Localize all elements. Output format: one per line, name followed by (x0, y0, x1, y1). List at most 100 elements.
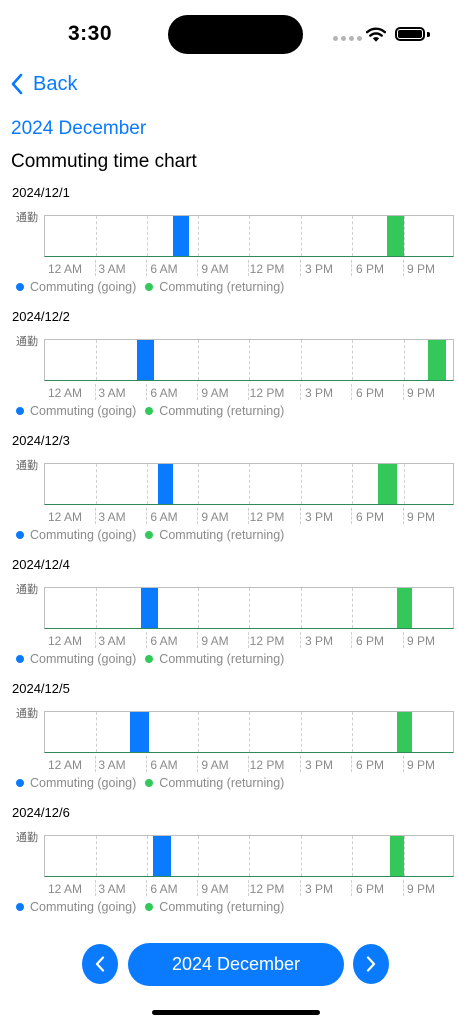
x-tick-label: 9 PM (406, 510, 436, 524)
chart-legend: Commuting (going) Commuting (returning) (16, 900, 293, 914)
legend-label: Commuting (returning) (159, 900, 285, 914)
gridline (404, 340, 405, 380)
tick-gridline (300, 384, 301, 400)
x-tick-label: 6 PM (355, 510, 385, 524)
x-axis: 12 AM 3 AM 6 AM 9 AM 12 PM 3 PM 6 PM 9 PM (44, 260, 454, 276)
legend-item-returning: Commuting (returning) (145, 280, 284, 294)
bar-returning (396, 588, 413, 628)
tick-gridline (248, 384, 249, 400)
x-tick-label: 9 PM (406, 882, 436, 896)
tick-gridline (197, 880, 198, 896)
home-indicator (152, 1010, 320, 1015)
tick-gridline (95, 880, 96, 896)
tick-gridline (95, 508, 96, 524)
chart-plot-area (44, 587, 454, 629)
x-tick-label: 9 PM (406, 262, 436, 276)
day-date-label: 2024/12/6 (12, 805, 70, 820)
legend-dot-icon (145, 779, 154, 787)
gridline (96, 712, 97, 752)
day-chart: 2024/12/2 通勤 12 AM 3 AM 6 AM 9 AM 12 PM 3 PM 6 P… (0, 300, 471, 424)
legend-label: Commuting (going) (30, 528, 137, 542)
status-bar: 3:30 (0, 0, 471, 70)
x-axis: 12 AM 3 AM 6 AM 9 AM 12 PM 3 PM 6 PM 9 PM (44, 756, 454, 772)
gridline (198, 340, 199, 380)
legend-item-returning: Commuting (returning) (145, 900, 284, 914)
tick-gridline (197, 260, 198, 276)
gridline (352, 836, 353, 876)
legend-dot-icon (145, 283, 154, 291)
y-axis-label: 通勤 (16, 708, 38, 720)
gridline (404, 216, 405, 256)
chevron-right-icon (366, 956, 376, 972)
tick-gridline (146, 632, 147, 648)
chart-plot-area (44, 463, 454, 505)
x-tick-label: 9 AM (201, 882, 229, 896)
back-button[interactable]: Back (10, 68, 77, 100)
gridline (249, 216, 250, 256)
x-tick-label: 12 AM (47, 758, 83, 772)
tick-gridline (351, 632, 352, 648)
tick-gridline (146, 384, 147, 400)
legend-label: Commuting (going) (30, 280, 137, 294)
tick-gridline (403, 756, 404, 772)
gridline (249, 588, 250, 628)
x-tick-label: 6 AM (150, 386, 178, 400)
day-chart: 2024/12/1 通勤 12 AM 3 AM 6 AM 9 AM 12 PM 3 PM 6 P… (0, 176, 471, 300)
tick-gridline (300, 260, 301, 276)
legend-item-going: Commuting (going) (16, 528, 136, 542)
gridline (249, 712, 250, 752)
gridline (96, 340, 97, 380)
gridline (352, 464, 353, 504)
legend-dot-icon (16, 903, 24, 911)
x-tick-label: 6 AM (150, 634, 178, 648)
x-tick-label: 9 AM (201, 758, 229, 772)
x-tick-label: 3 PM (304, 262, 334, 276)
legend-label: Commuting (returning) (159, 404, 285, 418)
tick-gridline (300, 508, 301, 524)
gridline (249, 836, 250, 876)
x-tick-label: 12 PM (249, 758, 285, 772)
gridline (249, 464, 250, 504)
chart-plot-area (44, 835, 454, 877)
previous-month-button[interactable] (82, 944, 118, 984)
legend-item-going: Commuting (going) (16, 404, 136, 418)
tick-gridline (248, 632, 249, 648)
x-tick-label: 12 PM (249, 634, 285, 648)
tick-gridline (146, 756, 147, 772)
tick-gridline (351, 384, 352, 400)
gridline (147, 216, 148, 256)
gridline (301, 464, 302, 504)
bar-going (157, 464, 174, 504)
tick-gridline (403, 508, 404, 524)
x-axis: 12 AM 3 AM 6 AM 9 AM 12 PM 3 PM 6 PM 9 PM (44, 508, 454, 524)
chart-plot-area (44, 215, 454, 257)
day-date-label: 2024/12/5 (12, 681, 70, 696)
cellular-signal-icon (333, 36, 362, 41)
chart-legend: Commuting (going) Commuting (returning) (16, 776, 293, 790)
legend-item-returning: Commuting (returning) (145, 652, 284, 666)
legend-label: Commuting (returning) (159, 528, 285, 542)
tick-gridline (403, 632, 404, 648)
chart-list[interactable]: 2024/12/1 通勤 12 AM 3 AM 6 AM 9 AM 12 PM 3 PM 6 P… (0, 176, 471, 934)
gridline (301, 588, 302, 628)
x-tick-label: 12 PM (249, 262, 285, 276)
x-tick-label: 6 AM (150, 510, 178, 524)
legend-item-going: Commuting (going) (16, 900, 136, 914)
x-tick-label: 3 PM (304, 510, 334, 524)
tick-gridline (197, 384, 198, 400)
legend-dot-icon (16, 283, 24, 291)
next-month-button[interactable] (353, 944, 389, 984)
gridline (301, 216, 302, 256)
bar-returning (378, 464, 397, 504)
month-picker-button[interactable]: 2024 December (128, 943, 344, 986)
tick-gridline (248, 756, 249, 772)
bar-going (152, 836, 172, 876)
bar-returning (390, 836, 404, 876)
tick-gridline (300, 632, 301, 648)
x-axis: 12 AM 3 AM 6 AM 9 AM 12 PM 3 PM 6 PM 9 PM (44, 880, 454, 896)
tick-gridline (300, 880, 301, 896)
legend-label: Commuting (going) (30, 652, 137, 666)
x-tick-label: 3 PM (304, 386, 334, 400)
tick-gridline (403, 384, 404, 400)
gridline (198, 216, 199, 256)
